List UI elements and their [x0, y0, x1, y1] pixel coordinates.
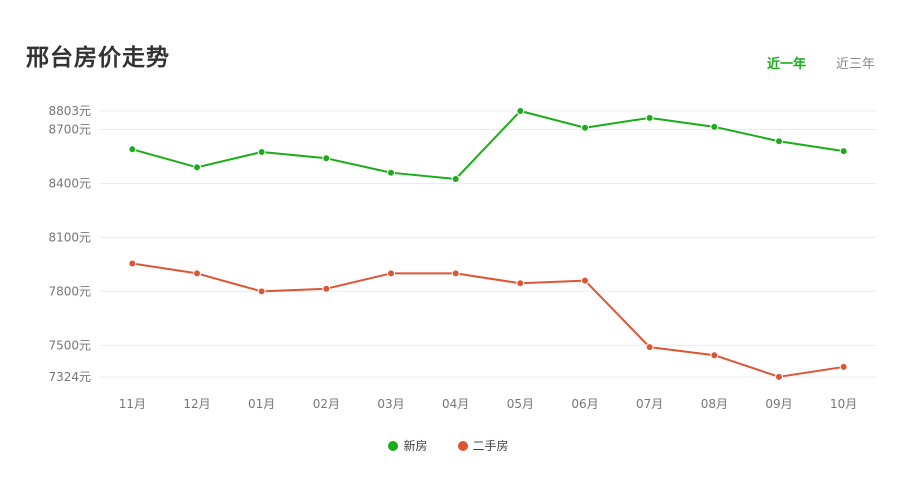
y-tick-label: 8700元 [48, 123, 91, 137]
data-point [451, 174, 460, 183]
data-point [193, 269, 201, 278]
legend-marker-new-home [388, 440, 399, 451]
data-point [516, 279, 525, 288]
tab-one-year[interactable]: 近一年 [766, 57, 806, 72]
data-point [645, 343, 654, 352]
y-tick-label: 7324元 [48, 370, 91, 384]
data-point [839, 362, 848, 371]
legend-label-new-home: 新房 [403, 439, 428, 453]
legend-label-second-hand: 二手房 [472, 439, 509, 453]
chart-title: 邢台房价走势 [26, 45, 170, 71]
x-tick-label: 06月 [571, 397, 598, 411]
y-tick-label: 8803元 [48, 104, 91, 118]
data-point [775, 372, 783, 381]
y-tick-label: 7500元 [48, 338, 91, 352]
y-tick-label: 7800元 [48, 284, 91, 298]
x-tick-label: 08月 [701, 397, 728, 411]
data-point [193, 163, 201, 172]
data-point [128, 259, 137, 268]
data-point [581, 123, 589, 132]
data-point [451, 269, 460, 278]
x-tick-label: 10月 [830, 397, 857, 411]
series-line-0 [132, 110, 844, 180]
data-point [322, 154, 331, 163]
data-point [710, 122, 719, 131]
x-tick-label: 04月 [442, 397, 469, 411]
x-tick-label: 07月 [636, 397, 663, 411]
data-point [516, 107, 525, 115]
y-tick-label: 8400元 [48, 176, 91, 190]
legend-item-second-hand[interactable]: 二手房 [457, 437, 509, 454]
chart-legend: 新房 二手房 [0, 437, 897, 454]
data-point [387, 269, 395, 278]
data-point [387, 168, 395, 177]
data-point [775, 137, 783, 146]
y-tick-label: 8100元 [48, 230, 91, 244]
data-point [645, 113, 654, 122]
data-point [128, 145, 137, 154]
x-tick-label: 05月 [507, 397, 534, 411]
time-range-tabs: 近一年 近三年 [767, 53, 875, 72]
x-tick-label: 02月 [313, 397, 340, 411]
tab-three-years[interactable]: 近三年 [835, 57, 875, 72]
data-point [257, 287, 266, 296]
data-point [710, 351, 719, 360]
data-point [322, 284, 331, 293]
legend-marker-second-hand [457, 440, 468, 451]
x-tick-label: 03月 [377, 397, 404, 411]
x-tick-label: 11月 [119, 397, 146, 411]
data-point [257, 148, 266, 157]
x-tick-label: 09月 [765, 397, 792, 411]
data-point [581, 276, 589, 285]
x-tick-label: 01月 [248, 397, 275, 411]
x-tick-label: 12月 [183, 397, 210, 411]
data-point [839, 147, 848, 156]
legend-item-new-home[interactable]: 新房 [388, 437, 428, 454]
series-line-1 [132, 262, 844, 378]
